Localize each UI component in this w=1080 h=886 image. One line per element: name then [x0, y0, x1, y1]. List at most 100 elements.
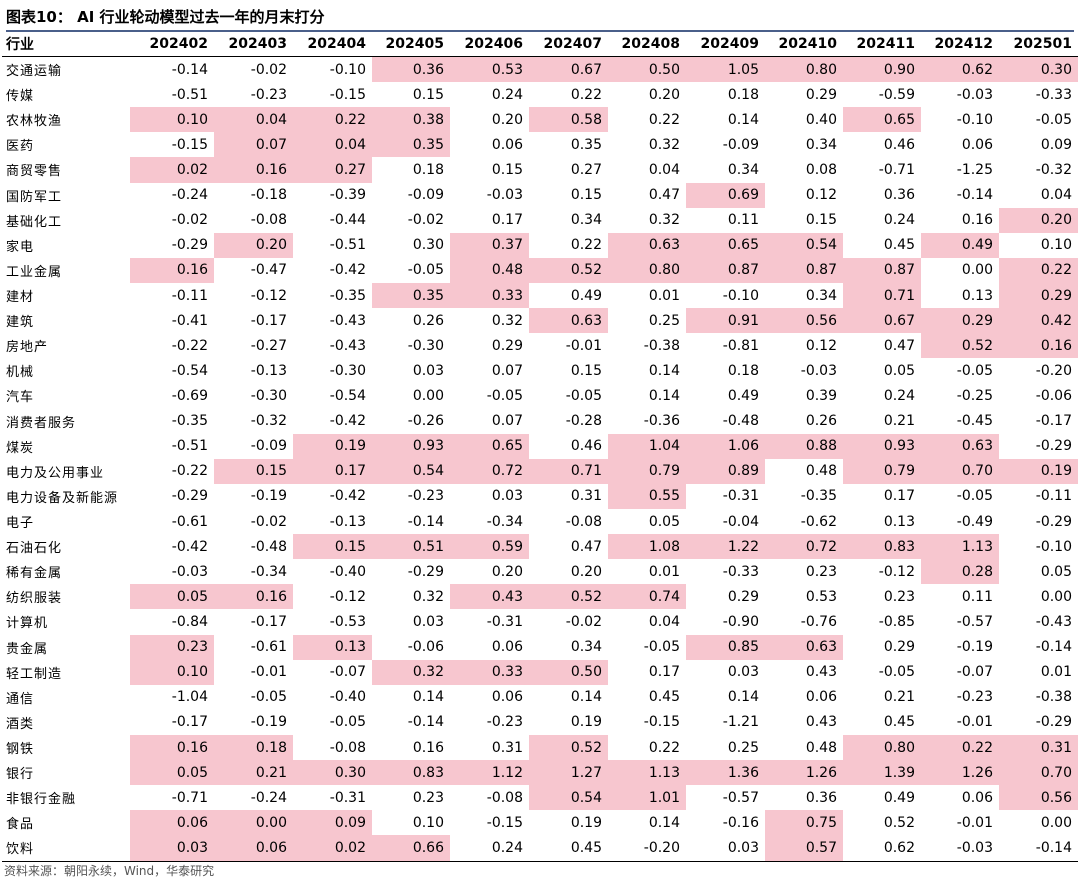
score-cell: 0.52 — [883, 814, 915, 831]
score-cell: 0.28 — [921, 559, 999, 585]
score-cell: 0.15 — [412, 86, 444, 103]
table-row: 汽车 -0.69 -0.30 -0.54 0.00 -0.05 -0.05 0.14 0.49 0… — [2, 383, 1078, 408]
score-cell: 0.06 — [491, 689, 523, 706]
score-cell: 0.22 — [921, 734, 999, 761]
sector-name: 家电 — [6, 239, 35, 255]
score-cell: 1.27 — [529, 760, 608, 786]
score-cell: 0.63 — [529, 308, 608, 334]
score-cell: 0.71 — [843, 282, 921, 309]
score-cell: -0.35 — [800, 488, 837, 505]
sector-name: 煤炭 — [6, 440, 35, 456]
table-row: 贵金属 0.23 -0.61 0.13 -0.06 0.06 0.34 -0.05 0.85 0.… — [2, 634, 1078, 660]
score-cell: 0.06 — [805, 689, 837, 706]
score-cell: 0.91 — [686, 308, 765, 334]
score-cell: 0.22 — [648, 111, 680, 128]
score-cell: -0.14 — [407, 714, 444, 731]
score-cell: 0.89 — [686, 458, 765, 484]
score-cell: -0.49 — [956, 513, 993, 530]
score-cell: 0.45 — [648, 689, 680, 706]
score-cell: 0.36 — [372, 56, 450, 83]
score-cell: 0.35 — [570, 136, 602, 153]
score-cell: 0.06 — [491, 639, 523, 656]
table-row: 传媒 -0.51 -0.23 -0.15 0.15 0.24 0.22 0.20 0.18 0.2… — [2, 82, 1078, 107]
score-cell: -0.31 — [486, 613, 523, 630]
score-cell: -0.24 — [171, 187, 208, 204]
score-cell: 0.03 — [727, 664, 759, 681]
score-cell: -0.22 — [171, 463, 208, 480]
score-cell: 0.65 — [686, 232, 765, 258]
score-cell: 0.53 — [805, 588, 837, 605]
score-cell: -0.32 — [1035, 161, 1072, 178]
score-cell: 0.16 — [130, 257, 214, 283]
score-cell: -0.25 — [956, 387, 993, 404]
score-cell: 0.50 — [608, 56, 686, 83]
table-row: 电力及公用事业 -0.22 0.15 0.17 0.54 0.72 0.71 0.79 0.89… — [2, 458, 1078, 484]
score-cell: -0.02 — [171, 212, 208, 229]
score-cell: 0.80 — [608, 257, 686, 283]
score-cell: 0.27 — [293, 157, 372, 183]
score-cell: 0.62 — [921, 56, 999, 83]
score-cell: 0.29 — [491, 337, 523, 354]
score-cell: 0.35 — [372, 132, 450, 158]
score-cell: 0.14 — [648, 387, 680, 404]
score-cell: -0.28 — [565, 413, 602, 430]
score-cell: 0.26 — [412, 312, 444, 329]
score-cell: -0.05 — [878, 664, 915, 681]
month-column-header: 202404 — [293, 32, 372, 57]
score-cell: -0.14 — [999, 835, 1078, 862]
score-cell: -0.22 — [171, 337, 208, 354]
score-cell: 0.29 — [805, 86, 837, 103]
score-cell: 0.79 — [608, 458, 686, 484]
score-cell: 0.29 — [883, 639, 915, 656]
score-cell: 0.22 — [570, 86, 602, 103]
score-cell: -0.35 — [171, 413, 208, 430]
score-cell: 0.10 — [130, 659, 214, 685]
score-cell: 0.56 — [999, 785, 1078, 811]
score-cell: -0.35 — [329, 287, 366, 304]
score-cell: -0.17 — [1035, 413, 1072, 430]
score-cell: -0.12 — [329, 588, 366, 605]
score-table: 行业 202402 202403 202404 202405 202406 202407 2… — [2, 32, 1078, 862]
score-cell: 0.27 — [570, 161, 602, 178]
score-cell: -0.33 — [1035, 86, 1072, 103]
score-cell: 0.10 — [1040, 237, 1072, 254]
score-cell: -0.14 — [171, 61, 208, 78]
score-cell: 0.11 — [961, 588, 993, 605]
score-cell: -0.48 — [722, 413, 759, 430]
score-cell: -0.20 — [608, 835, 686, 862]
score-cell: 0.38 — [372, 107, 450, 133]
score-cell: 0.03 — [686, 835, 765, 862]
score-cell: 0.65 — [450, 433, 529, 459]
score-cell: 0.45 — [529, 835, 608, 862]
sector-name: 轻工制造 — [6, 666, 63, 682]
score-cell: 0.39 — [805, 387, 837, 404]
month-column-header: 202408 — [608, 32, 686, 57]
sector-name: 汽车 — [6, 390, 35, 406]
score-cell: 0.06 — [961, 136, 993, 153]
score-cell: 0.49 — [883, 789, 915, 806]
score-cell: 0.83 — [843, 534, 921, 560]
score-cell: 0.24 — [450, 835, 529, 862]
score-cell: 0.32 — [648, 136, 680, 153]
score-cell: 0.18 — [412, 161, 444, 178]
score-cell: -0.84 — [171, 613, 208, 630]
score-cell: 0.23 — [805, 563, 837, 580]
score-cell: 0.35 — [372, 282, 450, 309]
score-cell: -0.54 — [171, 362, 208, 379]
score-cell: -0.43 — [329, 337, 366, 354]
score-cell: 0.14 — [412, 689, 444, 706]
score-cell: -0.76 — [800, 613, 837, 630]
score-cell: 0.93 — [843, 433, 921, 459]
score-cell: 0.24 — [883, 212, 915, 229]
score-cell: 0.00 — [1040, 814, 1072, 831]
score-cell: 0.18 — [214, 734, 293, 761]
score-cell: -1.25 — [956, 161, 993, 178]
score-cell: 0.90 — [843, 56, 921, 83]
score-cell: 0.22 — [293, 107, 372, 133]
score-cell: -0.81 — [722, 337, 759, 354]
sector-name: 钢铁 — [6, 742, 35, 757]
score-cell: 0.07 — [491, 413, 523, 430]
score-cell: 0.62 — [843, 835, 921, 862]
score-cell: -0.15 — [329, 86, 366, 103]
score-cell: 0.52 — [529, 257, 608, 283]
